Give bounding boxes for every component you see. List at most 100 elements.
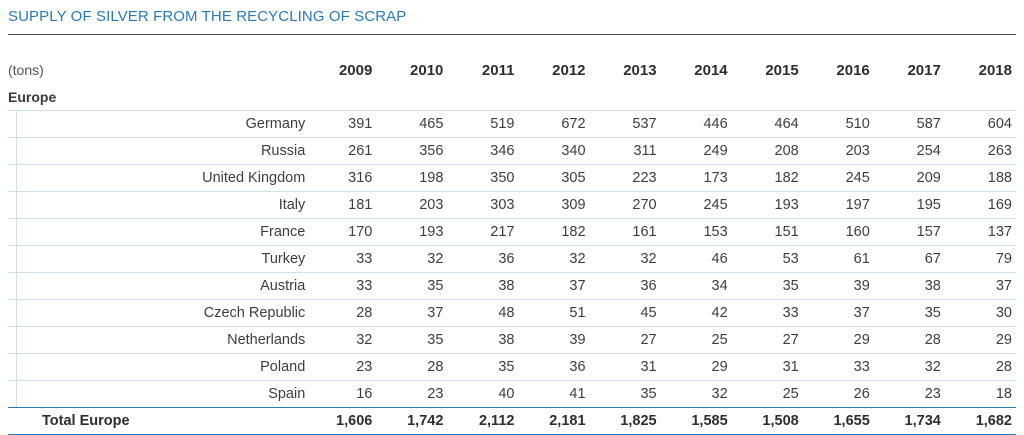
value-cell: 61: [802, 245, 874, 273]
year-header: 2012: [552, 61, 586, 79]
value-cell: 587: [873, 110, 945, 138]
table-row: Spain 16 23 40 41 35 32 25 26 23 18: [8, 380, 1016, 408]
country-name: Poland: [16, 354, 305, 380]
value-cell: 316: [305, 164, 377, 192]
value-cell: 263: [944, 137, 1016, 165]
table-title: SUPPLY OF SILVER FROM THE RECYCLING OF S…: [8, 8, 407, 25]
value-cell: 157: [873, 218, 945, 246]
value-cell: 38: [873, 272, 945, 300]
country-name: France: [16, 219, 305, 245]
value-cell: 305: [518, 164, 590, 192]
year-header: 2018: [978, 61, 1012, 79]
country-name: Turkey: [16, 246, 305, 272]
value-cell: 32: [305, 326, 377, 354]
value-cell: 32: [376, 245, 448, 273]
value-cell: 203: [376, 191, 448, 219]
row-label-cell: Russia: [8, 137, 306, 165]
table-row: Italy 181 203 303 309 270 245 193 197 195 169: [8, 191, 1016, 219]
value-cell: 67: [873, 245, 945, 273]
value-cell: 23: [376, 380, 448, 408]
unit-label: (tons): [8, 62, 44, 78]
country-name: Italy: [16, 192, 305, 218]
value-cell: 31: [731, 353, 803, 381]
year-header: 2016: [836, 61, 870, 79]
value-cell: 309: [518, 191, 590, 219]
total-value-cell: 1,825: [589, 407, 661, 435]
value-cell: 33: [802, 353, 874, 381]
value-cell: 170: [305, 218, 377, 246]
value-cell: 29: [802, 326, 874, 354]
row-label-cell: Turkey: [8, 245, 306, 273]
value-cell: 35: [376, 326, 448, 354]
value-cell: 35: [447, 353, 519, 381]
value-cell: 38: [447, 272, 519, 300]
value-cell: 208: [731, 137, 803, 165]
value-cell: 35: [731, 272, 803, 300]
value-cell: 37: [802, 299, 874, 327]
value-cell: 41: [518, 380, 590, 408]
value-cell: 604: [944, 110, 1016, 138]
value-cell: 35: [873, 299, 945, 327]
value-cell: 137: [944, 218, 1016, 246]
value-cell: 32: [873, 353, 945, 381]
country-name: Austria: [16, 273, 305, 299]
table-row: Austria 33 35 38 37 36 34 35 39 38 37: [8, 272, 1016, 300]
value-cell: 181: [305, 191, 377, 219]
value-cell: 182: [518, 218, 590, 246]
value-cell: 217: [447, 218, 519, 246]
value-cell: 31: [589, 353, 661, 381]
value-cell: 32: [589, 245, 661, 273]
value-cell: 39: [518, 326, 590, 354]
value-cell: 28: [305, 299, 377, 327]
value-cell: 160: [802, 218, 874, 246]
value-cell: 173: [660, 164, 732, 192]
value-cell: 519: [447, 110, 519, 138]
row-label-cell: United Kingdom: [8, 164, 306, 192]
country-name: Netherlands: [16, 327, 305, 353]
value-cell: 42: [660, 299, 732, 327]
total-value-cell: 1,682: [944, 407, 1016, 435]
table-row: France 170 193 217 182 161 153 151 160 157 137: [8, 218, 1016, 246]
value-cell: 34: [660, 272, 732, 300]
total-value-cell: 2,112: [447, 407, 519, 435]
row-label-cell: Poland: [8, 353, 306, 381]
value-cell: 223: [589, 164, 661, 192]
year-header: 2013: [623, 61, 657, 79]
value-cell: 48: [447, 299, 519, 327]
country-name: Russia: [16, 138, 305, 164]
total-value-cell: 1,734: [873, 407, 945, 435]
value-cell: 350: [447, 164, 519, 192]
total-value-cell: 1,585: [660, 407, 732, 435]
country-name: United Kingdom: [16, 165, 305, 191]
value-cell: 28: [873, 326, 945, 354]
value-cell: 37: [376, 299, 448, 327]
value-cell: 37: [944, 272, 1016, 300]
value-cell: 203: [802, 137, 874, 165]
table-row: United Kingdom 316 198 350 305 223 173 182 245 20…: [8, 164, 1016, 192]
value-cell: 169: [944, 191, 1016, 219]
value-cell: 245: [802, 164, 874, 192]
value-cell: 33: [731, 299, 803, 327]
total-value-cell: 1,606: [305, 407, 377, 435]
row-label-cell: Netherlands: [8, 326, 306, 354]
value-cell: 161: [589, 218, 661, 246]
row-label-cell: Czech Republic: [8, 299, 306, 327]
value-cell: 356: [376, 137, 448, 165]
value-cell: 51: [518, 299, 590, 327]
total-label: Total Europe: [8, 407, 306, 435]
region-label: Europe: [8, 89, 57, 105]
value-cell: 261: [305, 137, 377, 165]
value-cell: 39: [802, 272, 874, 300]
value-cell: 53: [731, 245, 803, 273]
value-cell: 37: [518, 272, 590, 300]
value-cell: 33: [305, 245, 377, 273]
value-cell: 35: [376, 272, 448, 300]
title-divider: [8, 34, 1016, 35]
total-value-cell: 1,508: [731, 407, 803, 435]
value-cell: 46: [660, 245, 732, 273]
value-cell: 340: [518, 137, 590, 165]
value-cell: 38: [447, 326, 519, 354]
row-label-cell: Spain: [8, 380, 306, 408]
value-cell: 510: [802, 110, 874, 138]
value-cell: 249: [660, 137, 732, 165]
